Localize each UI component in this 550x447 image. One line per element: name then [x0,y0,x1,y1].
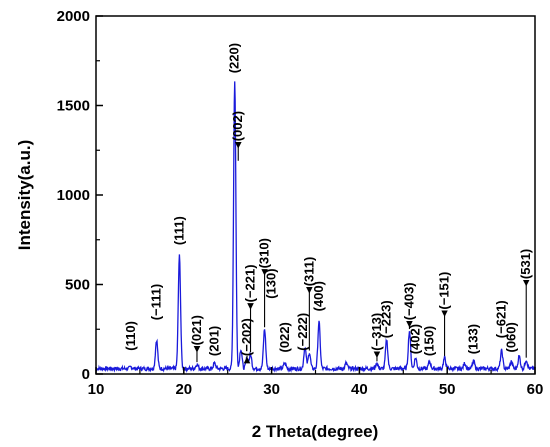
peak-label: (310) [257,238,272,268]
y-tick-label: 1000 [57,187,90,204]
peak-label: (110) [123,321,138,351]
peak-label: (−202) [239,318,254,356]
peak-label: (−222) [295,313,310,351]
peak-label: (−313) [369,313,384,351]
peak-label: (002) [230,111,245,141]
peak-label: (−621) [494,300,509,338]
peak-label: (060) [503,322,518,352]
peak-label: (311) [301,257,316,287]
x-tick-label: 50 [439,381,456,398]
x-tick-label: 10 [88,381,105,398]
y-tick-label: 500 [65,277,90,294]
x-tick-label: 30 [263,381,280,398]
peak-label: (021) [189,315,204,345]
plot-area [96,16,535,374]
peak-label: (130) [264,268,279,298]
x-tick-label: 60 [527,381,544,398]
y-tick-label: 0 [82,366,90,383]
peak-label: (−221) [243,264,258,302]
peak-label: (022) [277,322,292,352]
peak-label: (133) [466,324,481,354]
peak-label: (150) [422,326,437,356]
y-tick-label: 2000 [57,8,90,25]
y-axis-title: Intensity(a.u.) [15,140,34,251]
peak-label: (−403) [401,282,416,320]
peak-label: (−111) [149,284,164,321]
y-axis: 0 500 1000 1500 2000 [57,8,103,383]
peak-label: (220) [227,43,242,73]
x-axis: 10 20 30 40 50 60 [88,367,544,398]
peak-label: (531) [518,249,533,279]
y-tick-label: 1500 [57,98,90,115]
peak-label: (−151) [437,272,452,310]
x-tick-label: 40 [351,381,368,398]
peak-label: (402) [408,324,423,354]
peak-label: (201) [207,326,222,356]
peak-label: (−223) [379,300,394,338]
annotation-layer: (110) (−111) (111) (021) (201) (220) (002) (−20… [123,43,533,364]
x-axis-title: 2 Theta(degree) [252,422,379,441]
peak-label: (111) [171,216,186,245]
series-layer [95,81,536,373]
peak-label: (400) [311,281,326,311]
x-tick-label: 20 [175,381,192,398]
xrd-series-line [95,81,536,373]
